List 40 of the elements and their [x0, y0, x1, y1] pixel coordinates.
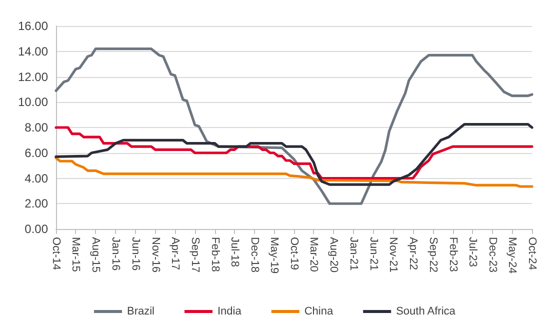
x-tick-label: Jul-23	[466, 237, 478, 267]
x-tick-label: May-19	[268, 237, 280, 274]
x-tick-label: Nov-21	[387, 237, 400, 272]
x-tick-label: Dec-23	[486, 237, 498, 272]
y-tick-label: 2.00	[24, 196, 48, 211]
y-tick-label: 12.00	[18, 70, 48, 84]
y-tick-label: 6.00	[24, 146, 48, 160]
y-tick-label: 10.00	[18, 95, 48, 110]
y-tick-label: 16.00	[18, 19, 48, 33]
legend-label: China	[304, 306, 334, 318]
x-tick-label: Jun-16	[129, 237, 142, 271]
x-tick-label: Jul-18	[228, 237, 240, 267]
y-tick-label: 4.00	[24, 171, 48, 186]
y-tick-label: 14.00	[18, 44, 48, 58]
x-tick-label: Dec-18	[248, 237, 260, 272]
legend-label: South Africa	[396, 306, 456, 318]
x-tick-label: Jun-21	[367, 237, 380, 271]
line-series	[54, 48, 534, 205]
x-tick-label: Feb-23	[446, 237, 459, 272]
x-tick-label: Jan-16	[110, 237, 122, 271]
x-tick-label: May-24	[506, 237, 518, 274]
x-tick-label: Apr-22	[406, 237, 419, 270]
x-tick-label: Nov-16	[149, 237, 162, 272]
x-tick-label: Oct-19	[288, 237, 300, 270]
y-tick-label: 0.00	[24, 222, 48, 236]
x-tick-label: Aug-15	[90, 237, 102, 272]
x-tick-label: Feb-18	[208, 237, 221, 272]
x-tick-label: Aug-20	[328, 237, 340, 272]
x-tick-label: Mar-15	[70, 237, 82, 272]
y-tick-label: 8.00	[24, 120, 48, 134]
x-tick-label: Apr-17	[168, 237, 181, 270]
line-series	[54, 156, 534, 188]
x-tick-label: Jan-21	[348, 237, 360, 271]
x-tick-label: Sep-22	[426, 237, 439, 272]
x-tick-label: Mar-20	[308, 237, 320, 272]
legend-label: India	[217, 306, 242, 318]
x-tick-label: Sep-17	[188, 237, 201, 272]
legend-label: Brazil	[126, 306, 155, 318]
x-tick-label: Oct-24	[526, 237, 538, 270]
x-tick-label: Oct-14	[50, 237, 62, 270]
